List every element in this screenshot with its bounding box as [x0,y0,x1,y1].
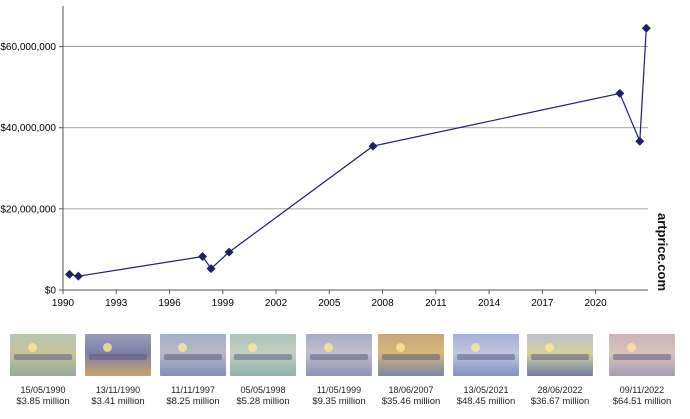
data-point-marker [615,88,625,98]
painting-thumbnail: 05/05/1998 $5.28 million [230,334,296,407]
painting-thumbnail: 09/11/2022 $64.51 million [609,334,675,407]
sale-price: $5.28 million [236,396,290,407]
painting-image [10,334,76,376]
y-tick-labels: $0 $20,000,000 $40,000,000 $60,000,000 [0,42,63,297]
x-tick-label: 2005 [318,298,341,309]
sun-shape [471,343,480,352]
data-point-marker [224,247,234,257]
data-point-marker [368,141,378,151]
sun-shape [396,343,405,352]
bridge-shape [14,354,72,360]
x-tick-label: 2008 [371,298,394,309]
gridlines [63,46,648,210]
painting-image [527,334,593,376]
x-tick-label: 1999 [212,298,235,309]
sale-date: 05/05/1998 [240,385,286,395]
painting-thumbnail: 11/11/1997 $8.25 million [160,334,226,407]
sale-price: $9.35 million [312,396,366,407]
bridge-shape [457,354,515,360]
sale-price: $36.67 million [530,396,590,407]
price-line [69,28,647,277]
painting-image [306,334,372,376]
artprice-watermark: artprice.com [655,213,670,291]
sale-price: $3.41 million [91,396,145,407]
painting-thumbnail: 11/05/1999 $9.35 million [306,334,372,407]
sale-date: 11/11/1997 [171,385,215,395]
data-point-marker [206,264,216,274]
sale-date: 09/11/2022 [619,385,665,395]
x-tick-label: 1993 [105,298,128,309]
bridge-shape [531,354,589,360]
data-point-marker [73,271,83,281]
painting-image [160,334,226,376]
sale-price: $3.85 million [16,396,70,407]
x-tick-labels: 1990 1993 1996 1999 2002 2005 2008 2011 2014 2017… [52,290,607,309]
sale-date: 13/05/2021 [463,385,509,395]
data-point-marker [641,23,651,33]
sun-shape [178,343,187,352]
data-point-marker [635,136,645,146]
sun-shape [103,343,112,352]
sale-price: $35.46 million [381,396,441,407]
painting-image [85,334,151,376]
bridge-shape [234,354,292,360]
sun-shape [28,343,37,352]
y-tick-label: $0 [45,286,57,297]
x-tick-label: 2017 [531,298,554,309]
sun-shape [545,343,554,352]
painting-image [378,334,444,376]
data-point-marker [65,269,75,279]
x-tick-label: 2011 [425,298,447,309]
painting-thumbnail: 13/05/2021 $48.45 million [453,334,519,407]
series-markers [65,23,651,281]
sun-shape [324,343,333,352]
sale-date: 18/06/2007 [388,385,434,395]
sale-date: 13/11/1990 [95,385,141,395]
x-tick-label: 2014 [478,298,501,309]
sale-price: $64.51 million [612,396,672,407]
x-tick-label: 1996 [158,298,181,309]
price-chart: $0 $20,000,000 $40,000,000 $60,000,000 1990… [0,6,651,309]
sale-price: $48.45 million [456,396,516,407]
painting-thumbnail: 13/11/1990 $3.41 million [85,334,151,407]
bridge-shape [164,354,222,360]
x-tick-label: 2002 [265,298,288,309]
watermark-text: artprice.com [655,213,670,291]
painting-thumbnail: 28/06/2022 $36.67 million [527,334,593,407]
painting-thumbnail: 18/06/2007 $35.46 million [378,334,444,407]
y-tick-label: $20,000,000 [0,204,56,215]
painting-image [609,334,675,376]
bridge-shape [613,354,671,360]
painting-thumbnail: 15/05/1990 $3.85 million [10,334,76,407]
sun-shape [627,343,636,352]
y-tick-label: $40,000,000 [0,123,56,134]
y-tick-label: $60,000,000 [0,42,56,53]
data-point-marker [198,252,208,262]
series-line [69,28,647,277]
sale-date: 28/06/2022 [537,385,583,395]
bridge-shape [89,354,147,360]
painting-image [453,334,519,376]
painting-image [230,334,296,376]
x-tick-label: 2020 [585,298,608,309]
bridge-shape [310,354,368,360]
sale-date: 11/05/1999 [316,385,362,395]
sale-price: $8.25 million [166,396,220,407]
sale-date: 15/05/1990 [20,385,66,395]
x-tick-label: 1990 [52,298,75,309]
painting-thumbnails: 15/05/1990 $3.85 million 13/11/1990 $3.41 m… [0,334,690,419]
bridge-shape [382,354,440,360]
sun-shape [248,343,257,352]
